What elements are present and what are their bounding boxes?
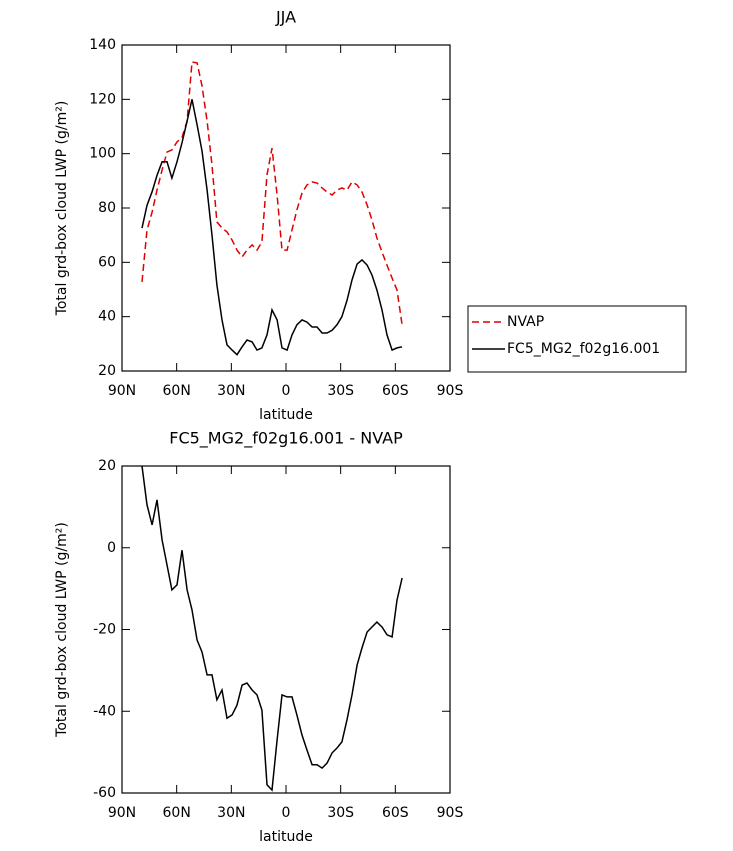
y-tick-label: 80 — [98, 200, 116, 216]
chart-title: JJA — [275, 8, 296, 27]
y-tick-label: 140 — [89, 37, 116, 53]
legend-box — [467, 305, 687, 373]
series-line — [141, 465, 403, 792]
y-tick-label: 20 — [98, 458, 116, 474]
x-tick-label: 60S — [382, 805, 409, 821]
x-tick-label: 60S — [382, 383, 409, 399]
legend-label: NVAP — [507, 314, 544, 330]
series-line — [141, 99, 403, 356]
x-tick-label: 90N — [108, 383, 136, 399]
y-tick-label: 120 — [89, 91, 116, 107]
legend-label: FC5_MG2_f02g16.001 — [507, 341, 660, 357]
y-tick-label: 60 — [98, 254, 116, 270]
y-tick-label: 100 — [89, 146, 116, 162]
x-tick-label: 60N — [163, 383, 191, 399]
y-tick-label: -20 — [93, 622, 116, 638]
x-tick-label: 0 — [282, 383, 291, 399]
x-tick-label: 0 — [282, 805, 291, 821]
y-tick-label: 0 — [107, 540, 116, 556]
x-tick-label: 30N — [217, 805, 245, 821]
x-tick-label: 30S — [327, 383, 354, 399]
x-tick-label: 90S — [437, 383, 464, 399]
chart-title: FC5_MG2_f02g16.001 - NVAP — [169, 429, 403, 449]
x-tick-label: 30S — [327, 805, 354, 821]
x-axis-label: latitude — [259, 407, 313, 423]
plot-frame — [121, 44, 451, 372]
y-tick-label: 40 — [98, 309, 116, 325]
y-tick-label: -40 — [93, 703, 116, 719]
y-tick-label: -60 — [93, 785, 116, 801]
x-tick-label: 90N — [108, 805, 136, 821]
y-axis-label: Total grd-box cloud LWP (g/m²) — [54, 101, 70, 317]
x-tick-label: 90S — [437, 805, 464, 821]
y-axis-label: Total grd-box cloud LWP (g/m²) — [54, 522, 70, 738]
x-tick-label: 60N — [163, 805, 191, 821]
y-tick-label: 20 — [98, 363, 116, 379]
x-tick-label: 30N — [217, 383, 245, 399]
x-axis-label: latitude — [259, 829, 313, 845]
series-line — [141, 61, 403, 325]
plot-frame — [121, 465, 451, 794]
